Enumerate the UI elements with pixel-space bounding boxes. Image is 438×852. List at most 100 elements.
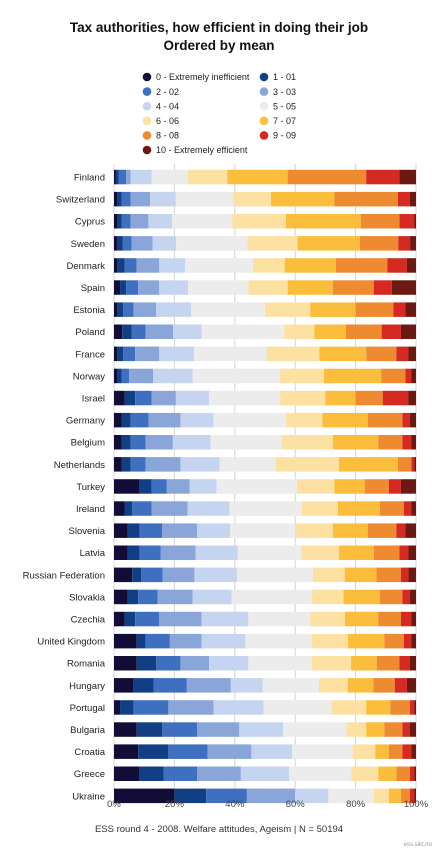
bar-united-kingdom-0 — [114, 633, 137, 649]
bar-united-kingdom-9 — [403, 633, 412, 649]
bar-hungary-7 — [347, 678, 374, 693]
bar-ireland-7 — [337, 501, 380, 516]
bar-slovakia-6 — [311, 589, 344, 605]
legend-swatch-1 — [259, 72, 269, 82]
bar-ireland-4 — [187, 501, 230, 516]
category-label-norway: Norway — [73, 371, 105, 382]
legend-label-6: 6 - 06 — [156, 116, 179, 126]
category-label-hungary: Hungary — [69, 681, 105, 692]
category-label-croatia: Croatia — [74, 747, 105, 758]
bar-spain-4 — [159, 280, 188, 295]
bar-hungary-4 — [230, 678, 263, 693]
bar-poland-0 — [114, 324, 123, 339]
bar-ukraine-8 — [400, 788, 410, 804]
bar-finland-2 — [118, 169, 127, 185]
bar-cyprus-9 — [399, 214, 415, 229]
category-label-united-kingdom: United Kingdom — [37, 637, 105, 648]
bar-slovenia-9 — [396, 523, 406, 538]
bar-latvia-8 — [373, 545, 400, 560]
bar-poland-5 — [201, 324, 285, 339]
bar-bulgaria-10 — [409, 722, 416, 737]
bar-finland-6 — [187, 169, 228, 185]
bar-denmark-10 — [406, 258, 416, 273]
bar-netherlands-3 — [145, 457, 181, 472]
bar-finland-8 — [287, 169, 367, 185]
bar-romania-6 — [311, 656, 352, 671]
bar-sweden-8 — [359, 236, 399, 251]
category-label-poland: Poland — [75, 327, 105, 338]
bar-greece-5 — [289, 766, 352, 781]
bar-finland-10 — [399, 169, 416, 185]
bar-switzerland-4 — [150, 191, 176, 207]
gridlines — [113, 164, 417, 790]
category-label-czechia: Czechia — [71, 614, 106, 625]
bar-ukraine-4 — [295, 788, 329, 804]
legend-label-5: 5 - 05 — [273, 101, 296, 111]
legend-label-9: 9 - 09 — [273, 131, 296, 141]
bar-sweden-10 — [410, 236, 416, 251]
category-label-ireland: Ireland — [76, 504, 105, 515]
bar-germany-2 — [130, 412, 149, 428]
bar-bulgaria-3 — [197, 722, 240, 737]
bar-germany-3 — [148, 412, 181, 428]
bar-portugal-8 — [390, 700, 410, 715]
bar-slovenia-2 — [139, 523, 163, 538]
legend-swatch-7 — [259, 116, 269, 126]
category-label-portugal: Portugal — [70, 703, 105, 714]
bar-portugal-0 — [114, 700, 121, 715]
bar-croatia-6 — [352, 744, 376, 759]
legend-swatch-8 — [142, 131, 152, 140]
bar-croatia-8 — [388, 744, 403, 759]
bar-finland-1 — [115, 169, 119, 185]
bar-czechia-7 — [345, 611, 379, 627]
bar-bulgaria-2 — [162, 722, 198, 737]
bar-germany-8 — [367, 412, 403, 428]
bar-sweden-7 — [297, 236, 360, 251]
x-tick-5: 100% — [404, 799, 429, 810]
bar-poland-8 — [345, 324, 382, 339]
bar-sweden-3 — [131, 236, 153, 251]
bar-israel-1 — [124, 390, 136, 406]
bar-romania-8 — [376, 656, 400, 671]
bar-israel-10 — [408, 390, 416, 406]
bar-slovakia-4 — [192, 589, 232, 605]
bar-bulgaria-6 — [346, 722, 367, 737]
bar-greece-4 — [240, 766, 290, 781]
bar-ireland-5 — [229, 501, 302, 516]
bar-france-10 — [408, 346, 416, 362]
bar-cyprus-1 — [116, 214, 122, 229]
bar-estonia-5 — [191, 302, 265, 317]
bar-spain-3 — [138, 280, 160, 295]
bar-denmark-5 — [184, 258, 253, 273]
bar-estonia-9 — [393, 302, 406, 317]
bar-finland-7 — [227, 169, 288, 185]
bar-latvia-7 — [338, 545, 374, 560]
bar-portugal-1 — [120, 700, 134, 715]
bar-denmark-6 — [252, 258, 285, 273]
category-label-russian-federation: Russian Federation — [23, 570, 105, 581]
bars — [114, 169, 416, 804]
bar-germany-5 — [213, 412, 287, 428]
bar-ukraine-0 — [114, 788, 175, 804]
bar-poland-3 — [145, 324, 174, 339]
bar-switzerland-9 — [397, 191, 410, 207]
bar-czechia-3 — [159, 611, 202, 627]
bar-united-kingdom-7 — [348, 633, 385, 649]
bar-slovenia-6 — [295, 523, 333, 538]
bar-poland-9 — [381, 324, 401, 339]
bar-slovakia-9 — [402, 589, 410, 605]
bar-netherlands-4 — [180, 457, 220, 472]
bar-france-8 — [366, 346, 397, 362]
bar-estonia-4 — [156, 302, 192, 317]
legend-swatch-10 — [142, 145, 152, 155]
bar-ireland-1 — [124, 501, 133, 516]
bar-bulgaria-9 — [402, 722, 410, 737]
bar-bulgaria-8 — [384, 722, 403, 737]
bar-denmark-8 — [335, 258, 388, 273]
bar-portugal-7 — [366, 700, 391, 715]
bar-ukraine-9 — [409, 788, 415, 804]
bar-spain-7 — [287, 280, 333, 295]
bar-greece-8 — [396, 766, 410, 781]
bar-norway-4 — [153, 368, 193, 384]
bar-russian-federation-3 — [162, 567, 195, 583]
